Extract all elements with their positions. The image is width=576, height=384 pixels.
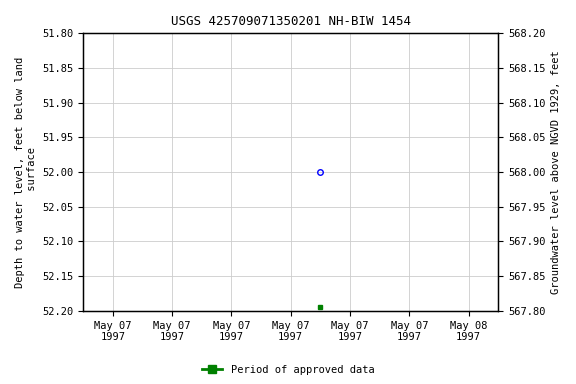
Y-axis label: Depth to water level, feet below land
 surface: Depth to water level, feet below land su… bbox=[15, 56, 37, 288]
Title: USGS 425709071350201 NH-BIW 1454: USGS 425709071350201 NH-BIW 1454 bbox=[170, 15, 411, 28]
Y-axis label: Groundwater level above NGVD 1929, feet: Groundwater level above NGVD 1929, feet bbox=[551, 50, 561, 294]
Legend: Period of approved data: Period of approved data bbox=[198, 361, 378, 379]
